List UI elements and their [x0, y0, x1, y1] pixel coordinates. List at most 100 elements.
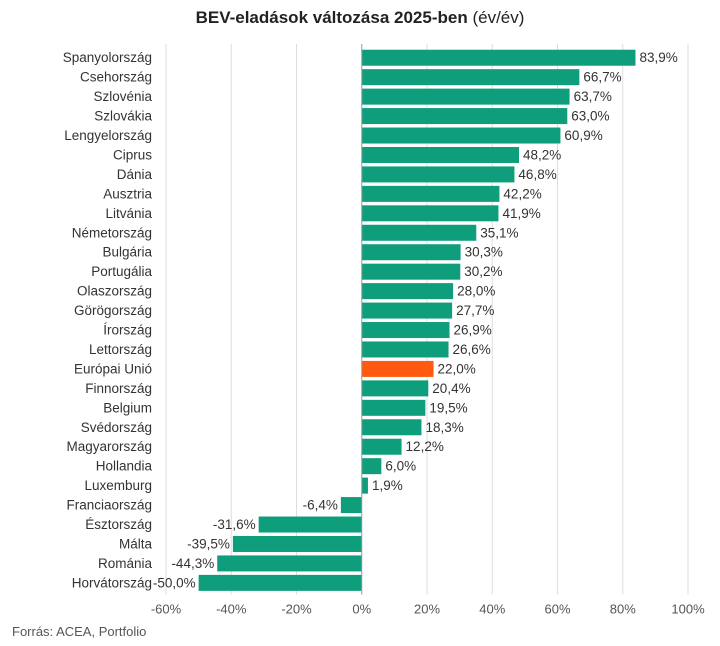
value-label: 20,4% — [432, 381, 470, 396]
bar — [361, 224, 477, 241]
category-label: Görögország — [74, 303, 152, 318]
category-label: Lettország — [89, 342, 152, 357]
value-label: 27,7% — [456, 303, 494, 318]
value-label: 6,0% — [385, 459, 416, 474]
bar — [361, 380, 429, 397]
value-label: 83,9% — [639, 50, 677, 65]
bar — [361, 322, 450, 339]
category-label: Málta — [119, 536, 153, 551]
bar — [361, 49, 636, 66]
value-label: 1,9% — [372, 478, 403, 493]
category-label: Bulgária — [102, 245, 152, 260]
x-tick-label: 80% — [610, 602, 636, 617]
bar — [361, 341, 449, 358]
category-label: Litvánia — [105, 206, 152, 221]
bar — [361, 69, 580, 86]
category-label: Írország — [103, 323, 152, 338]
category-label: Belgium — [103, 400, 152, 415]
bar — [361, 477, 368, 494]
category-label: Magyarország — [66, 439, 152, 454]
value-label: 18,3% — [425, 420, 463, 435]
bar — [361, 302, 453, 319]
value-label: 60,9% — [564, 128, 602, 143]
category-label: Portugália — [91, 264, 152, 279]
value-label: 46,8% — [518, 167, 556, 182]
value-label: 12,2% — [406, 439, 444, 454]
value-label: 63,0% — [571, 109, 609, 124]
bar — [361, 263, 461, 280]
bar — [232, 535, 362, 552]
value-label: 30,2% — [464, 264, 502, 279]
x-tick-label: 40% — [479, 602, 505, 617]
bar — [258, 516, 362, 533]
value-label: 35,1% — [480, 225, 518, 240]
bar — [361, 205, 499, 222]
category-label: Svédország — [81, 420, 152, 435]
value-label: -6,4% — [303, 498, 338, 513]
value-label: -31,6% — [213, 517, 256, 532]
category-label: Ciprus — [113, 147, 152, 162]
chart-title-unit: (év/év) — [472, 8, 525, 27]
category-label: Szlovénia — [93, 89, 152, 104]
value-label: 66,7% — [583, 70, 621, 85]
category-label: Ausztria — [103, 186, 152, 201]
bar — [217, 555, 362, 572]
value-label: 63,7% — [574, 89, 612, 104]
bar — [361, 127, 561, 144]
bar — [361, 244, 461, 261]
x-tick-label: 100% — [671, 602, 705, 617]
value-label: 42,2% — [503, 186, 541, 201]
category-label: Luxemburg — [84, 478, 152, 493]
x-tick-label: -60% — [151, 602, 182, 617]
bar — [361, 438, 402, 455]
x-tick-label: 20% — [414, 602, 440, 617]
category-label: Franciaország — [66, 498, 152, 513]
bar — [361, 185, 500, 202]
category-label: Németország — [72, 225, 152, 240]
value-label: 19,5% — [429, 400, 467, 415]
category-label: Dánia — [117, 167, 153, 182]
bar — [361, 88, 570, 105]
category-label: Olaszország — [77, 284, 152, 299]
bars — [198, 49, 636, 591]
category-label: Észtország — [85, 517, 152, 532]
category-label: Finnország — [85, 381, 152, 396]
chart-title: BEV-eladások változása 2025-ben (év/év) — [0, 8, 720, 28]
category-label: Csehország — [80, 70, 152, 85]
grid-lines — [165, 44, 689, 595]
bar — [340, 497, 362, 514]
bar — [361, 283, 454, 300]
category-label: Hollandia — [96, 459, 153, 474]
bar — [361, 419, 422, 436]
category-label: Spanyolország — [63, 50, 152, 65]
value-label: 41,9% — [502, 206, 540, 221]
category-label: Szlovákia — [94, 109, 152, 124]
bar — [361, 108, 568, 125]
bar — [361, 458, 382, 475]
x-tick-label: 0% — [352, 602, 371, 617]
chart-title-main: BEV-eladások változása 2025-ben — [195, 8, 468, 27]
bar — [361, 399, 426, 416]
category-label: Románia — [98, 556, 153, 571]
value-label: 28,0% — [457, 284, 495, 299]
category-label: Horvátország — [72, 575, 152, 590]
category-label: Lengyelország — [64, 128, 152, 143]
x-tick-label: 60% — [544, 602, 570, 617]
value-label: -44,3% — [171, 556, 214, 571]
value-label: -39,5% — [187, 536, 230, 551]
source-note: Forrás: ACEA, Portfolio — [12, 624, 147, 639]
bar — [361, 360, 434, 377]
x-tick-label: -20% — [281, 602, 312, 617]
value-label: 48,2% — [523, 147, 561, 162]
value-label: 30,3% — [465, 245, 503, 260]
value-label: 22,0% — [438, 361, 476, 376]
bar — [361, 166, 515, 183]
bar — [198, 574, 362, 591]
value-label: -50,0% — [153, 575, 196, 590]
x-tick-label: -40% — [216, 602, 247, 617]
value-label: 26,6% — [453, 342, 491, 357]
labels: -60% -40% -20% 0% 20% 40% 60% 80% 100% Spanyolors… — [63, 50, 705, 616]
category-label: Európai Unió — [74, 361, 152, 376]
value-label: 26,9% — [454, 323, 492, 338]
